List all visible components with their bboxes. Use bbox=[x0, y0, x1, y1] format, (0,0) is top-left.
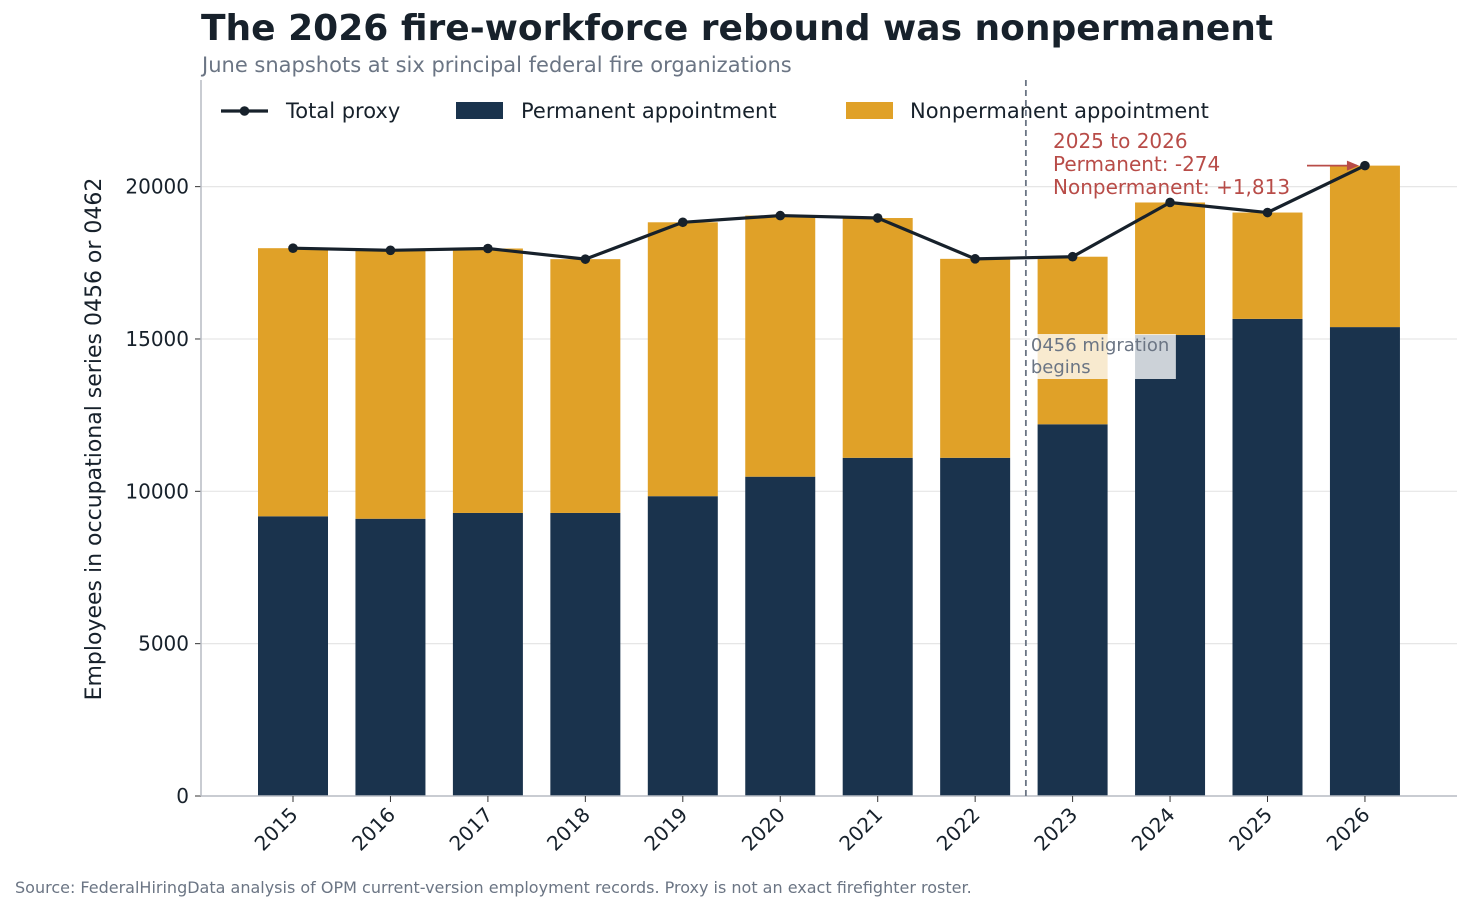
total-point-2016 bbox=[385, 245, 396, 256]
total-line-layer bbox=[288, 160, 1370, 264]
total-proxy-line bbox=[292, 164, 1366, 261]
change-annotation-line-2: Permanent: -274 bbox=[1053, 152, 1220, 176]
bar-permanent-2017 bbox=[452, 512, 523, 796]
bar-nonpermanent-2021 bbox=[842, 218, 913, 458]
total-point-2018 bbox=[580, 254, 591, 264]
total-point-2022 bbox=[970, 254, 980, 264]
source-note: Source: FederalHiringData analysis of OP… bbox=[15, 878, 972, 897]
legend-swatch-permanent bbox=[456, 102, 503, 119]
legend: Total proxy Permanent appointment Nonperma… bbox=[221, 99, 1209, 123]
y-tick-label-20000: 20000 bbox=[125, 175, 189, 199]
bar-nonpermanent-2016 bbox=[355, 250, 426, 519]
y-tick-label-5000: 5000 bbox=[138, 632, 189, 656]
x-tick-label-2015: 2015 bbox=[250, 803, 303, 856]
x-tick-label-2017: 2017 bbox=[444, 803, 497, 856]
bar-permanent-2023 bbox=[1037, 424, 1108, 796]
bar-permanent-2021 bbox=[842, 457, 913, 796]
bar-layer bbox=[258, 165, 1400, 796]
bar-permanent-2026 bbox=[1329, 327, 1400, 796]
bar-nonpermanent-2025 bbox=[1232, 212, 1303, 319]
migration-label-background bbox=[1029, 334, 1176, 379]
bar-nonpermanent-2022 bbox=[940, 258, 1011, 458]
bar-permanent-2019 bbox=[647, 496, 718, 796]
bar-permanent-2015 bbox=[258, 516, 328, 796]
x-tick-label-2018: 2018 bbox=[542, 803, 595, 856]
legend-label-total: Total proxy bbox=[285, 99, 400, 123]
bar-permanent-2016 bbox=[355, 518, 426, 796]
total-point-2017 bbox=[483, 243, 493, 254]
bar-nonpermanent-2017 bbox=[452, 248, 523, 513]
total-point-2015 bbox=[288, 243, 298, 253]
y-tick-label-10000: 10000 bbox=[125, 479, 189, 503]
x-tick-label-2025: 2025 bbox=[1224, 803, 1277, 856]
bar-nonpermanent-2019 bbox=[647, 222, 718, 497]
bar-permanent-2018 bbox=[550, 512, 621, 796]
total-point-2021 bbox=[872, 213, 883, 223]
x-tick-label-2019: 2019 bbox=[639, 803, 692, 856]
migration-label-line-1: 0456 migration bbox=[1031, 335, 1169, 356]
y-axis-label: Employees in occupational series 0456 or… bbox=[82, 178, 107, 701]
x-tick-label-2023: 2023 bbox=[1029, 803, 1082, 856]
x-tick-label-2016: 2016 bbox=[347, 803, 400, 856]
migration-label-line-2: begins bbox=[1031, 357, 1091, 378]
bar-nonpermanent-2018 bbox=[550, 259, 621, 513]
change-arrow-head bbox=[1346, 160, 1359, 171]
total-point-2025 bbox=[1262, 207, 1273, 218]
bar-nonpermanent-2024 bbox=[1135, 202, 1206, 336]
bar-permanent-2022 bbox=[940, 457, 1011, 796]
total-point-2020 bbox=[775, 210, 786, 221]
bar-permanent-2025 bbox=[1232, 318, 1303, 796]
x-tick-label-2026: 2026 bbox=[1322, 803, 1375, 856]
total-point-2026 bbox=[1360, 160, 1370, 171]
bar-permanent-2020 bbox=[745, 476, 816, 796]
page-title: The 2026 fire-workforce rebound was nonp… bbox=[201, 8, 1274, 49]
y-tick-label-15000: 15000 bbox=[125, 327, 189, 351]
total-point-2024 bbox=[1165, 197, 1175, 208]
legend-marker-total bbox=[239, 106, 250, 116]
x-tick-label-2021: 2021 bbox=[834, 803, 887, 856]
x-tick-label-2024: 2024 bbox=[1127, 803, 1180, 856]
change-annotation-line-1: 2025 to 2026 bbox=[1053, 129, 1188, 153]
change-annotation-line-3: Nonpermanent: +1,813 bbox=[1053, 175, 1290, 199]
bar-nonpermanent-2020 bbox=[745, 215, 816, 477]
legend-swatch-nonpermanent bbox=[846, 102, 893, 119]
x-tick-label-2020: 2020 bbox=[737, 803, 790, 856]
legend-label-permanent: Permanent appointment bbox=[521, 99, 777, 123]
total-point-2023 bbox=[1067, 251, 1078, 262]
page-subtitle: June snapshots at six principal federal … bbox=[202, 53, 792, 77]
x-tick-label-2022: 2022 bbox=[932, 803, 985, 856]
bar-nonpermanent-2026 bbox=[1329, 165, 1400, 328]
y-tick-label-0: 0 bbox=[176, 784, 189, 808]
total-point-2019 bbox=[678, 217, 688, 228]
bar-permanent-2024 bbox=[1135, 335, 1206, 796]
bar-nonpermanent-2015 bbox=[258, 248, 328, 517]
legend-label-nonpermanent: Nonpermanent appointment bbox=[910, 99, 1209, 123]
